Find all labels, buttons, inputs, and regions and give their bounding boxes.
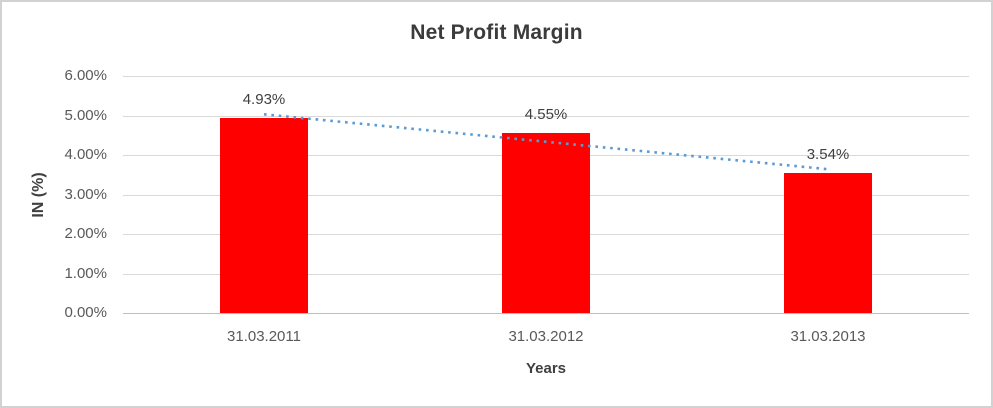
bar-31.03.2012[interactable] <box>502 133 590 313</box>
x-axis-line <box>123 313 969 314</box>
plot-area: 4.93% 4.55% 3.54% <box>123 76 969 314</box>
bar-31.03.2013[interactable] <box>784 173 872 313</box>
y-axis-title: IN (%) <box>30 172 47 218</box>
y-tick-label: 1.00% <box>64 264 107 282</box>
data-label: 4.93% <box>242 91 286 109</box>
y-tick-label: 6.00% <box>64 67 107 84</box>
y-gridline <box>123 115 969 117</box>
x-axis-tick-labels: 31.03.2011 31.03.2012 31.03.2013 <box>123 328 969 348</box>
bar-31.03.2011[interactable] <box>220 118 308 313</box>
y-axis-tick-labels: 0.00% 1.00% 2.00% 3.00% 4.00% 5.00% 6.00% <box>2 67 107 321</box>
y-tick-label: 4.00% <box>64 146 107 163</box>
chart-title: Net Profit Margin <box>410 21 583 44</box>
x-tick-label: 31.03.2013 <box>790 328 866 345</box>
data-label: 3.54% <box>806 146 850 164</box>
y-tick-label: 5.00% <box>64 106 107 124</box>
data-label: 4.55% <box>524 106 568 124</box>
x-axis-title: Years <box>525 360 567 377</box>
y-tick-label: 0.00% <box>64 304 107 321</box>
y-tick-label: 3.00% <box>64 185 107 203</box>
trendline[interactable] <box>123 76 969 313</box>
trendline-dotted-segment[interactable] <box>263 113 829 171</box>
y-tick-label: 2.00% <box>64 225 107 242</box>
x-tick-label: 31.03.2012 <box>508 328 584 345</box>
x-tick-label: 31.03.2011 <box>227 328 301 345</box>
y-gridline <box>123 76 969 77</box>
